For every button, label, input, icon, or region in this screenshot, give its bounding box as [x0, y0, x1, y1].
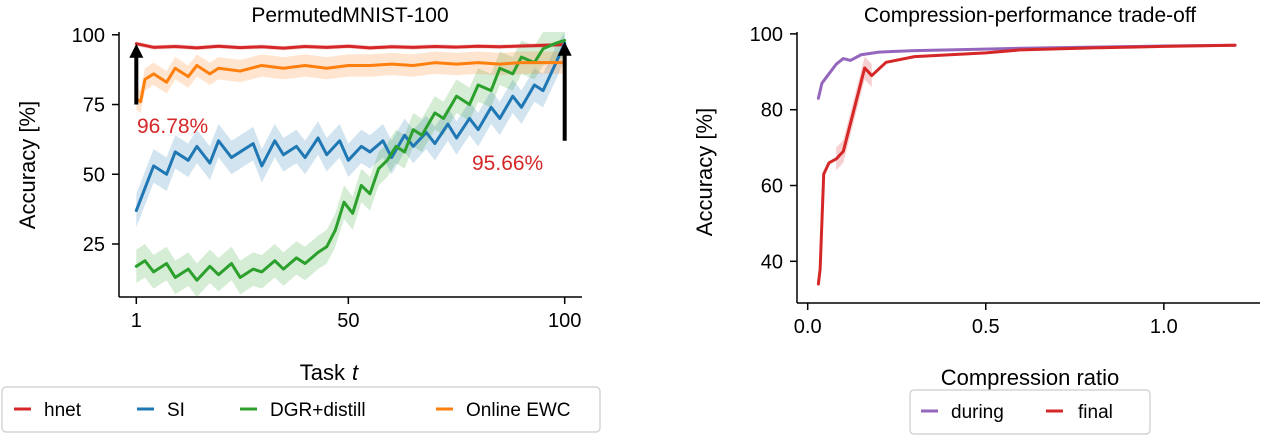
series-line-dgr-distill — [134, 38, 567, 282]
x-tick-label: 0.0 — [794, 316, 822, 338]
legend-item-during: during — [921, 402, 1004, 423]
legend-item-dgr-distill: DGR+distill — [240, 400, 366, 421]
legend-item-online-ewc: Online EWC — [436, 400, 571, 421]
legend-label-hnet: hnet — [44, 400, 82, 421]
y-tick-label: 100 — [72, 25, 105, 47]
left-legend: hnet SI DGR+distill Online EWC — [1, 386, 601, 433]
legend-label-online-ewc: Online EWC — [466, 400, 571, 421]
left-title: PermutedMNIST-100 — [251, 4, 448, 27]
series-line-during — [816, 43, 1237, 100]
x-tick-label: 0.5 — [972, 316, 1000, 338]
band-online-ewc — [136, 51, 565, 113]
right-panel: Compression-performance trade-off 0.0 0.5… — [692, 4, 1260, 390]
legend-item-hnet: hnet — [14, 400, 82, 421]
legend-label-during: during — [951, 402, 1004, 423]
right-title: Compression-performance trade-off — [864, 4, 1196, 27]
legend-item-final: final — [1046, 402, 1113, 423]
y-tick-label: 40 — [761, 251, 783, 273]
legend-label-si: SI — [167, 400, 185, 421]
y-tick-label: 75 — [83, 95, 105, 117]
series-line-hnet — [134, 42, 567, 50]
left-panel: PermutedMNIST-100 1 50 100 25 50 75 100 Accura… — [15, 4, 582, 385]
x-tick-label: 1.0 — [1150, 316, 1178, 338]
right-x-label: Compression ratio — [941, 365, 1120, 390]
x-tick-label: 50 — [337, 310, 359, 332]
legend-label-final: final — [1078, 402, 1113, 423]
annotation-first-task: 96.78% — [137, 115, 208, 138]
y-tick-label: 100 — [750, 24, 783, 46]
series-line-final — [816, 43, 1237, 286]
legend-item-si: SI — [137, 400, 185, 421]
left-x-label: Task — [300, 360, 346, 385]
y-tick-label: 80 — [761, 100, 783, 122]
x-tick-label: 100 — [548, 310, 581, 332]
y-tick-label: 25 — [83, 234, 105, 256]
left-y-label: Accuracy [%] — [15, 101, 40, 229]
arrow-head — [129, 43, 144, 58]
right-legend: during final — [909, 389, 1151, 435]
series-line-si — [134, 41, 567, 213]
x-tick-label: 1 — [131, 310, 142, 332]
left-arrows — [129, 41, 572, 141]
y-tick-label: 50 — [83, 164, 105, 186]
annotation-last-task: 95.66% — [472, 152, 543, 175]
series-line-online-ewc — [134, 61, 567, 104]
left-x-label-var: t — [352, 360, 359, 385]
legend-label-dgr-distill: DGR+distill — [270, 400, 366, 421]
right-y-label: Accuracy [%] — [692, 108, 717, 236]
y-tick-label: 60 — [761, 176, 783, 198]
arrow-head — [557, 41, 572, 56]
